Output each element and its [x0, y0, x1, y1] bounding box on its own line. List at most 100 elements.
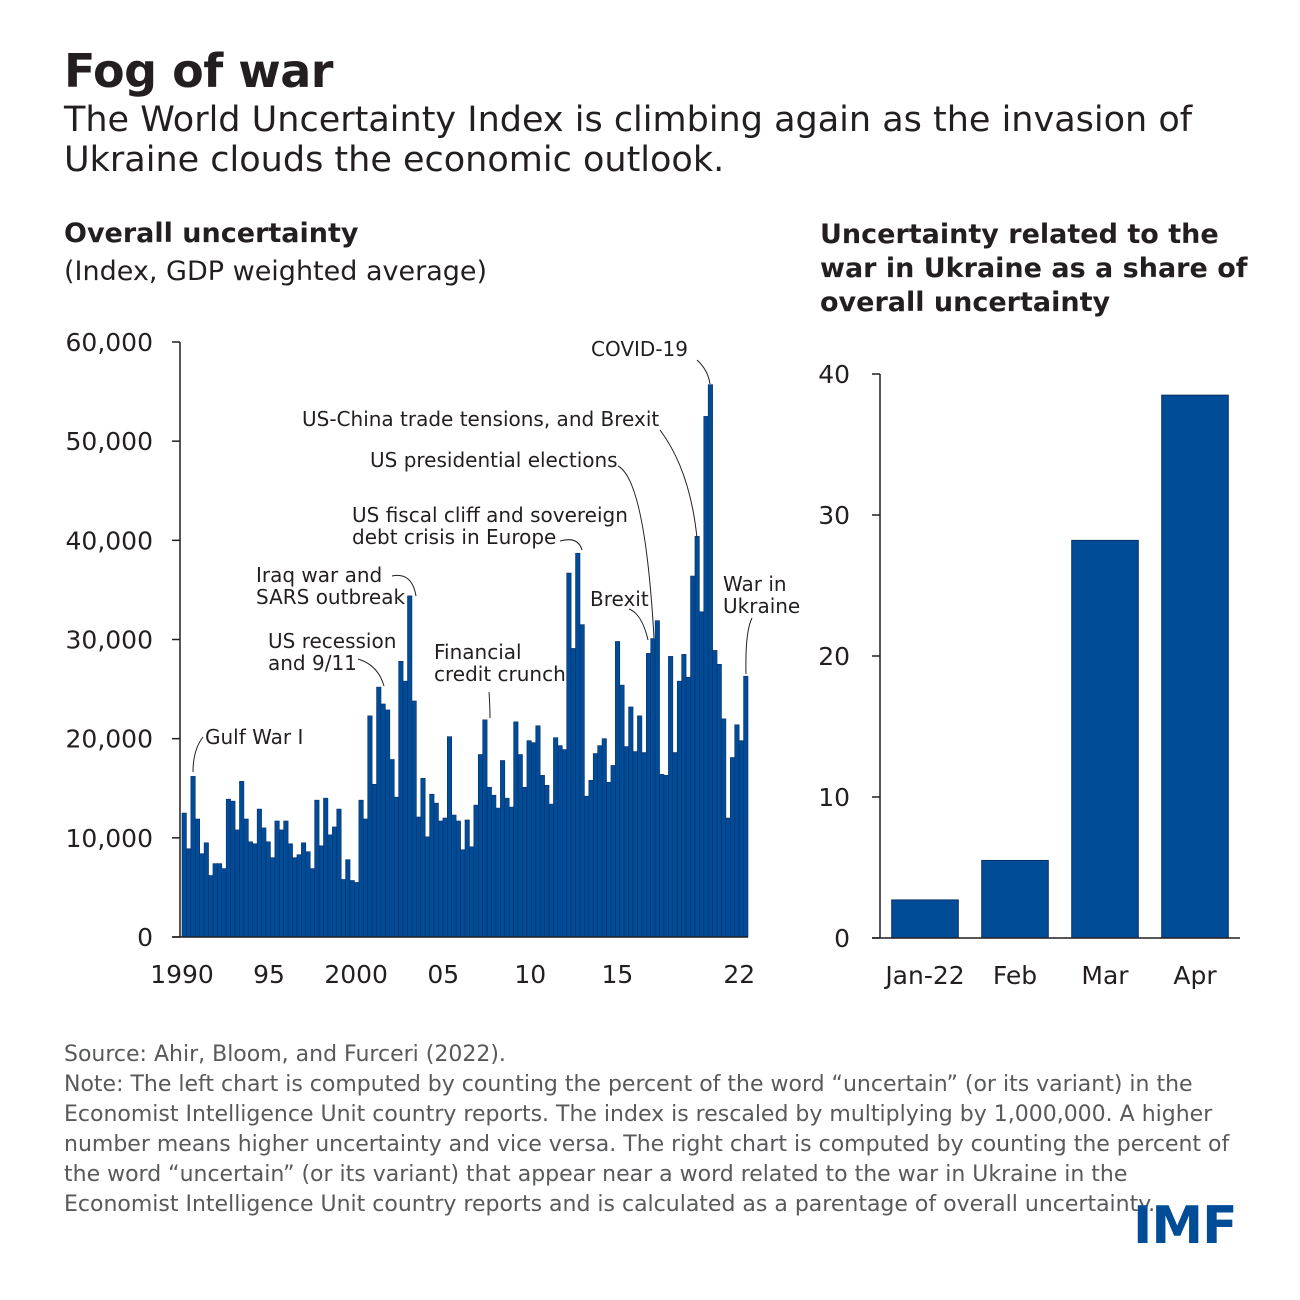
annotation-leader	[192, 736, 204, 773]
x-tick-label: 1990	[150, 960, 214, 989]
bar	[575, 552, 581, 938]
bar	[672, 752, 678, 938]
y-tick-label: 60,000	[66, 328, 153, 357]
annotation-leader	[696, 359, 711, 385]
bar	[287, 843, 293, 938]
bar	[230, 800, 236, 938]
bar	[707, 384, 713, 938]
y-tick-label: 10,000	[66, 824, 153, 853]
bar	[1161, 394, 1229, 939]
annotation-label: US recession	[268, 629, 396, 653]
bar	[579, 624, 585, 938]
x-tick-label: Jan-22	[883, 961, 964, 990]
bar	[504, 797, 510, 938]
annotation-label: Iraq war and	[256, 563, 382, 587]
annotation-label: US-China trade tensions, and Brexit	[302, 407, 659, 431]
bar	[508, 806, 514, 938]
bar	[891, 899, 959, 939]
bar	[243, 818, 249, 938]
x-tick-label: 15	[601, 960, 633, 989]
annotation-label: Gulf War I	[205, 725, 303, 749]
annotation-leader	[391, 574, 417, 597]
bar	[699, 611, 705, 938]
x-tick-label: Apr	[1173, 961, 1217, 990]
bar	[685, 676, 691, 938]
bar	[358, 799, 364, 938]
annotation-label: Financial	[434, 640, 522, 664]
bar	[194, 818, 200, 938]
bar	[464, 819, 470, 938]
bar	[734, 724, 740, 938]
bar	[416, 816, 422, 938]
bar	[203, 842, 209, 938]
bar	[318, 845, 324, 938]
bar	[641, 752, 647, 938]
bar	[424, 836, 430, 938]
annotation-label: COVID-19	[591, 337, 688, 361]
bar	[743, 675, 749, 938]
bar	[623, 746, 629, 938]
bar	[694, 536, 700, 938]
overall-uncertainty-chart: 0 10,000 20,000 30,000 40,000 50,000 60,000 199…	[66, 328, 800, 989]
bar	[402, 680, 408, 938]
bar	[610, 765, 616, 938]
bar	[676, 680, 682, 938]
bar	[362, 818, 369, 938]
bar	[557, 745, 563, 938]
bar	[376, 686, 382, 938]
bar	[716, 663, 722, 938]
y-tick-label: 10	[818, 783, 850, 812]
left-chart-title: Overall uncertainty	[64, 218, 359, 249]
bar	[592, 753, 598, 938]
bar	[513, 721, 519, 938]
bar	[438, 820, 444, 938]
bar	[411, 700, 417, 938]
bar	[663, 775, 669, 938]
bar	[354, 882, 360, 938]
bar	[186, 848, 192, 938]
page-title: Fog of war	[64, 44, 333, 98]
bar	[451, 814, 457, 938]
ukraine-share-chart: Jan-22 Feb Mar Apr 0 10 20 30 40	[818, 360, 1240, 990]
imf-logo: IMF	[1133, 1196, 1238, 1256]
bar	[632, 751, 638, 938]
bar	[389, 759, 395, 938]
y-tick-label: 40	[818, 360, 850, 389]
annotation-label: US presidential elections	[370, 448, 618, 472]
bar	[628, 706, 634, 938]
bar	[212, 863, 218, 938]
page-subtitle: The World Uncertainty Index is climbing …	[64, 100, 1193, 180]
bar	[336, 808, 342, 938]
bar	[619, 684, 625, 938]
annotation-label: SARS outbreak	[256, 585, 405, 609]
bar	[270, 857, 276, 938]
bar	[296, 854, 302, 938]
annotation-leader	[745, 617, 753, 675]
right-chart-title: Uncertainty related to the war in Ukrain…	[820, 219, 1248, 318]
bar	[217, 863, 223, 938]
bar	[256, 808, 262, 938]
y-tick-label: 0	[137, 923, 153, 952]
bar	[261, 827, 267, 938]
y-tick-label: 30,000	[66, 626, 153, 655]
bar	[730, 757, 736, 938]
bar	[553, 737, 559, 938]
y-tick-label: 0	[834, 924, 850, 953]
bar	[460, 849, 466, 938]
x-tick-label: 05	[427, 960, 459, 989]
y-tick-label: 50,000	[66, 427, 153, 456]
bar	[433, 802, 439, 938]
bar	[274, 820, 280, 938]
source-text: Source: Ahir, Bloom, and Furceri (2022).	[64, 1042, 506, 1067]
bar	[248, 841, 254, 938]
bar	[738, 740, 744, 938]
bar	[668, 656, 674, 938]
annotation-label: debt crisis in Europe	[352, 525, 556, 549]
bar	[473, 804, 479, 938]
annotation-leader	[357, 658, 385, 687]
annotation-leader	[659, 429, 698, 539]
bar	[690, 575, 696, 938]
bar	[654, 620, 660, 938]
bar	[561, 749, 568, 938]
bar	[491, 794, 497, 938]
